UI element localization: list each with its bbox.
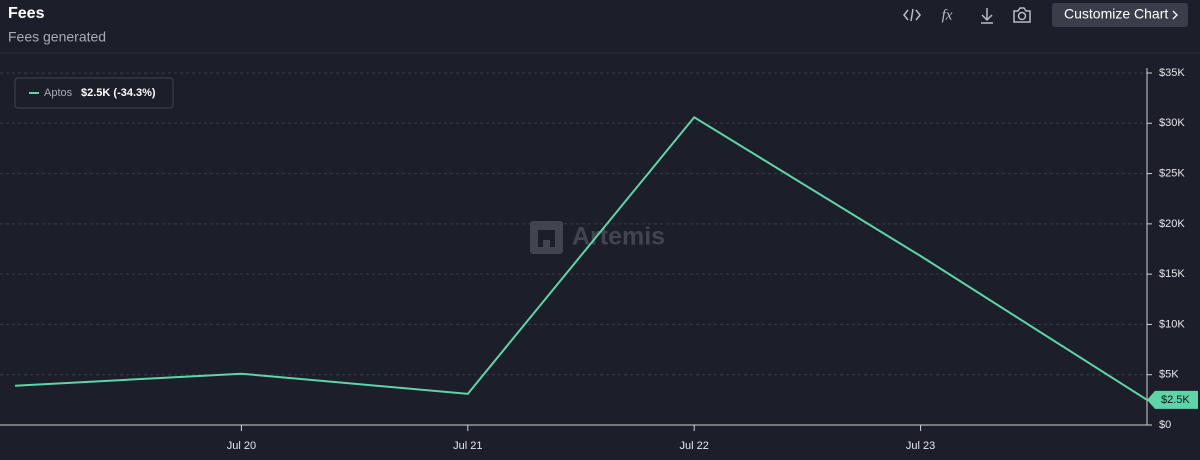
y-tick-label: $35K — [1159, 67, 1185, 79]
legend-box — [14, 77, 174, 109]
last-value-flag — [1147, 390, 1198, 409]
y-tick-label: $30K — [1159, 117, 1185, 129]
watermark-text: Artemis — [572, 223, 665, 251]
legend-label: Aptos — [44, 87, 73, 99]
title: Fees — [8, 5, 45, 22]
legend-value: $2.5K (-34.3%) — [81, 87, 156, 99]
y-tick-label: $20K — [1159, 218, 1185, 230]
x-tick-label: Jul 22 — [680, 440, 709, 452]
y-tick-label: $0 — [1159, 419, 1171, 431]
customize-button[interactable] — [1052, 3, 1188, 27]
line — [14, 115, 1148, 401]
embed-icon[interactable] — [903, 8, 921, 22]
formula-icon[interactable]: fx — [942, 7, 953, 23]
screenshot-icon[interactable] — [1013, 7, 1031, 23]
y-tick-label: $15K — [1159, 268, 1185, 280]
customize-button-label[interactable]: Customize Chart — [1064, 6, 1168, 22]
subtitle: Fees generated — [8, 29, 106, 45]
watermark-logo-glyph — [538, 230, 555, 247]
y-tick-label: $25K — [1159, 167, 1185, 179]
last-value-label: $2.5K — [1161, 394, 1190, 406]
y-tick-label: $5K — [1159, 369, 1179, 381]
toolbar — [903, 7, 1031, 24]
download-icon[interactable] — [981, 8, 993, 24]
watermark-logo — [530, 221, 563, 254]
y-tick-label: $10K — [1159, 318, 1185, 330]
x-tick-label: Jul 21 — [453, 440, 482, 452]
chevron — [1172, 10, 1178, 20]
watermark: Artemis — [530, 221, 665, 254]
x-tick-label: Jul 23 — [906, 440, 935, 452]
x-tick-label: Jul 20 — [227, 440, 256, 452]
screenshot-lens — [1017, 11, 1027, 21]
